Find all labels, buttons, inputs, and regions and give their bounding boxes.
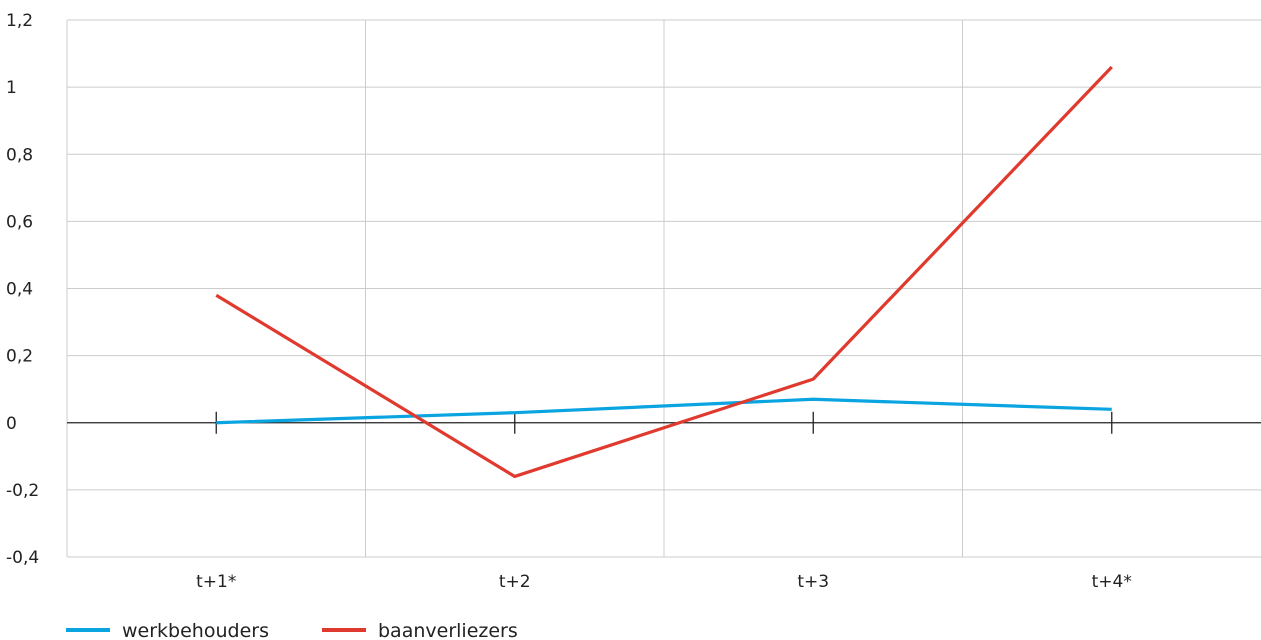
x-tick-label: t+1* (196, 572, 236, 592)
y-tick-label: -0,2 (6, 481, 39, 501)
y-tick-label: 0,2 (6, 347, 33, 367)
series-line-werkbehouders (216, 397, 1112, 425)
x-tick-label: t+4* (1092, 572, 1132, 592)
series-line-baanverliezers (215, 65, 1113, 479)
legend-label: baanverliezers (378, 620, 518, 640)
grid-lines (66, 19, 1261, 558)
x-tick-label: t+2 (499, 572, 531, 592)
y-tick-label: 1,2 (6, 11, 33, 31)
legend: werkbehouders baanverliezers (66, 620, 518, 640)
legend-label: werkbehouders (122, 620, 269, 640)
series-lines (215, 65, 1113, 479)
x-tick-label: t+3 (797, 572, 829, 592)
y-tick-label: 0,8 (6, 145, 33, 165)
x-tick-labels: t+1* t+2 t+3 t+4* (196, 572, 1132, 592)
y-tick-label: -0,4 (6, 548, 39, 568)
y-tick-label: 0,6 (6, 212, 33, 232)
y-tick-label: 0 (6, 414, 17, 434)
y-tick-labels: 1,2 1 0,8 0,6 0,4 0,2 0 -0,2 -0,4 (6, 11, 39, 568)
y-tick-label: 0,4 (6, 280, 33, 300)
y-tick-label: 1 (6, 78, 17, 98)
